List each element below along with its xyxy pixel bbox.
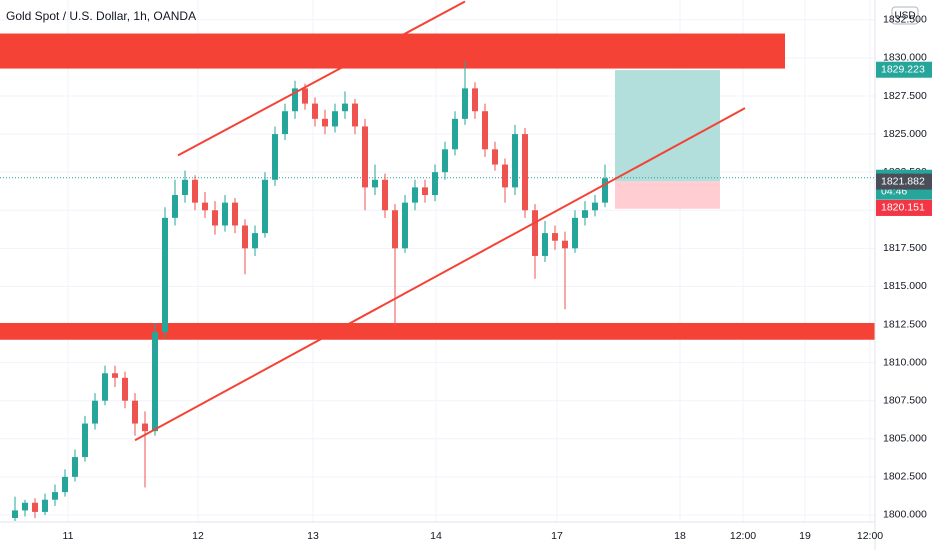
- candle-body: [592, 202, 598, 211]
- candle-body: [432, 172, 438, 196]
- price-badge-label: 1821.882: [881, 175, 925, 187]
- candle-body: [492, 149, 498, 165]
- candle-body: [82, 423, 88, 458]
- x-tick-label: 17: [551, 530, 563, 542]
- candle-body: [582, 210, 588, 218]
- candle-body: [402, 202, 408, 249]
- candle-body: [542, 233, 548, 256]
- x-tick-label: 12:00: [730, 530, 756, 542]
- price-badge: [876, 61, 932, 78]
- y-tick-label: 1800.000: [883, 509, 927, 521]
- candle-body: [372, 179, 378, 188]
- candle-body: [192, 179, 198, 203]
- candle-body: [352, 103, 358, 127]
- candle-body: [572, 217, 578, 249]
- stop-zone: [615, 181, 720, 209]
- candle-body: [302, 88, 308, 104]
- y-tick-label: 1807.500: [883, 394, 927, 406]
- candle-body: [292, 88, 298, 112]
- y-tick-label: 1830.000: [883, 52, 927, 64]
- x-tick-label: 12: [192, 530, 204, 542]
- y-tick-label: 1832.500: [883, 14, 927, 26]
- plot-layer: [0, 0, 875, 522]
- candle-body: [422, 187, 428, 196]
- x-tick-label: 12:00: [857, 530, 883, 542]
- candle-body: [442, 149, 448, 173]
- price-badge-label: 1829.223: [881, 64, 925, 76]
- candle-body: [182, 179, 188, 196]
- candle-body: [602, 178, 608, 203]
- candle-body: [342, 103, 348, 112]
- x-tick-label: 14: [430, 530, 442, 542]
- candle-body: [152, 332, 158, 432]
- candle-body: [552, 233, 558, 241]
- y-tick-label: 1827.500: [883, 90, 927, 102]
- candle-body: [512, 134, 518, 188]
- trendline: [177, 0, 466, 157]
- candle-body: [232, 202, 238, 226]
- y-tick-label: 1817.500: [883, 242, 927, 254]
- candle-body: [172, 195, 178, 218]
- y-tick-label: 1825.000: [883, 128, 927, 140]
- candle-body: [132, 400, 138, 424]
- candle-body: [412, 187, 418, 203]
- candle-body: [112, 373, 118, 378]
- y-tick-label: 1812.500: [883, 318, 927, 330]
- candle-body: [452, 118, 458, 150]
- currency-badge[interactable]: [891, 6, 919, 25]
- zone: [0, 33, 785, 69]
- candle-body: [62, 476, 68, 493]
- target-zone: [615, 70, 720, 182]
- candle-body: [202, 202, 208, 211]
- candle-body: [502, 164, 508, 188]
- candle-body: [122, 377, 128, 401]
- currency-label: USD: [894, 11, 915, 22]
- candle-body: [482, 111, 488, 150]
- candle-body: [312, 103, 318, 119]
- x-tick-label: 13: [307, 530, 319, 542]
- candle-body: [242, 225, 248, 249]
- y-tick-label: 1805.000: [883, 433, 927, 445]
- candle-body: [252, 233, 258, 249]
- candle-body: [462, 88, 468, 119]
- price-badge: [876, 173, 932, 190]
- price-badge-label: 1820.151: [881, 202, 925, 214]
- y-tick-label: 1802.500: [883, 471, 927, 483]
- trendline: [134, 107, 746, 442]
- candle-body: [72, 457, 78, 477]
- candle-body: [282, 111, 288, 135]
- candle-body: [32, 502, 38, 512]
- x-tick-label: 11: [63, 530, 74, 542]
- candle-body: [522, 134, 528, 211]
- candle-body: [222, 202, 228, 226]
- candle-body: [532, 210, 538, 256]
- candle-body: [22, 502, 28, 511]
- candle-body: [262, 179, 268, 234]
- candle-body: [362, 126, 368, 188]
- x-tick-label: 19: [799, 530, 811, 542]
- x-tick-label: 18: [674, 530, 686, 542]
- candle-body: [322, 118, 328, 127]
- candle-body: [12, 510, 18, 519]
- candle-body: [272, 134, 278, 180]
- y-tick-label: 1815.000: [883, 280, 927, 292]
- y-tick-label: 1810.000: [883, 356, 927, 368]
- candle-body: [392, 210, 398, 249]
- candle-body: [52, 492, 58, 500]
- candle-body: [92, 400, 98, 424]
- candle-body: [382, 179, 388, 211]
- candle-body: [102, 373, 108, 401]
- chart-title: Gold Spot / U.S. Dollar, 1h, OANDA: [6, 9, 196, 23]
- candle-body: [472, 88, 478, 112]
- price-badge: [876, 199, 932, 216]
- candle-body: [562, 240, 568, 249]
- candle-body: [42, 499, 48, 512]
- candle-body: [332, 111, 338, 127]
- candle-body: [162, 217, 168, 333]
- candle-body: [212, 210, 218, 226]
- zone: [0, 322, 875, 340]
- candle-body: [142, 423, 148, 432]
